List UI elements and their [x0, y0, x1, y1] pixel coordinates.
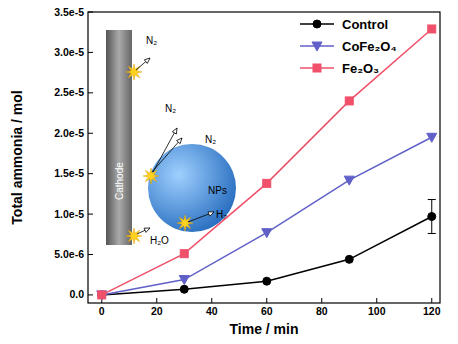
data-point: [98, 291, 106, 299]
arrowhead: [144, 58, 150, 63]
legend: Control CoFe₂O₄ Fe₂O₃: [300, 17, 397, 76]
annotation: N₂: [146, 35, 157, 46]
plot-frame: [88, 12, 440, 303]
x-tick-label: 80: [316, 305, 328, 317]
data-point: [344, 176, 354, 185]
reaction-site: [126, 228, 142, 244]
data-point: [263, 277, 271, 285]
legend-label: Control: [342, 17, 388, 32]
arrowhead: [144, 228, 150, 232]
series-line: [102, 217, 432, 295]
reaction-site: [177, 215, 193, 231]
y-tick-label: 1.5e-5: [54, 167, 84, 179]
y-tick-label: 5.0e-6: [54, 248, 84, 260]
series-line: [102, 137, 432, 295]
y-tick: [88, 254, 93, 255]
y-tick: [88, 173, 93, 174]
x-tick-label: 120: [423, 305, 441, 317]
legend-marker: [312, 42, 322, 51]
series-line: [102, 29, 432, 295]
plot-area: [97, 25, 437, 300]
x-tick-label: 60: [261, 305, 273, 317]
y-tick-label: 2.5e-5: [54, 86, 84, 98]
x-axis-title: Time / min: [230, 321, 299, 337]
arrowhead: [208, 212, 214, 216]
x-tick-label: 0: [99, 305, 105, 317]
x-tick: [431, 298, 432, 303]
data-point: [97, 291, 107, 300]
y-tick: [88, 92, 93, 93]
y-tick: [88, 12, 93, 13]
data-point: [98, 291, 106, 299]
y-tick: [88, 133, 93, 134]
reaction-site: [143, 168, 159, 184]
y-tick-label: 3.0e-5: [54, 46, 84, 58]
y-tick: [88, 52, 93, 53]
annotation: N₂: [165, 103, 176, 114]
legend-label: Fe₂O₃: [342, 61, 379, 76]
y-tick-label: 0.0: [69, 288, 84, 300]
x-tick: [156, 298, 157, 303]
legend-marker: [313, 20, 321, 28]
arrow: [152, 138, 182, 172]
legend-label: CoFe₂O₄: [342, 39, 397, 54]
data-point: [427, 133, 437, 142]
arrow: [188, 212, 214, 222]
x-tick-label: 20: [151, 305, 163, 317]
annotation: N₂: [205, 134, 216, 145]
data-point: [263, 179, 271, 187]
x-tick: [321, 298, 322, 303]
y-axis-title: Total ammonia / mol: [9, 90, 25, 224]
cathode: [106, 30, 132, 245]
arrow: [137, 228, 150, 234]
y-tick-label: 1.0e-5: [54, 208, 84, 220]
data-point: [345, 97, 353, 105]
y-tick-label: 3.5e-5: [54, 6, 84, 18]
error-bar: [428, 200, 436, 234]
annotation: H₂O: [150, 235, 169, 246]
legend-marker: [313, 64, 321, 72]
y-tick-label: 2.0e-5: [54, 127, 84, 139]
data-point: [428, 213, 436, 221]
arrow: [136, 58, 150, 70]
x-tick: [266, 298, 267, 303]
x-tick: [376, 298, 377, 303]
y-tick: [88, 214, 93, 215]
data-point: [179, 276, 189, 285]
y-tick: [88, 294, 93, 295]
x-tick-label: 40: [206, 305, 218, 317]
data-point: [180, 250, 188, 258]
data-point: [345, 255, 353, 263]
arrow: [153, 128, 177, 172]
data-point: [428, 25, 436, 33]
x-tick: [211, 298, 212, 303]
annotation: Cathode: [114, 162, 125, 200]
arrowhead: [172, 128, 177, 134]
arrowhead: [177, 138, 182, 144]
data-point: [180, 285, 188, 293]
inset: N₂N₂N₂H₂H₂ONPsCathode: [106, 30, 236, 246]
annotation: NPs: [208, 185, 227, 196]
chart: 0.0 5.0e-6 1.0e-5 1.5e-5 2.0e-5 2.5e-5 3.0e-5 3…: [0, 0, 458, 344]
x-tick-label: 100: [368, 305, 386, 317]
data-point: [262, 229, 272, 238]
